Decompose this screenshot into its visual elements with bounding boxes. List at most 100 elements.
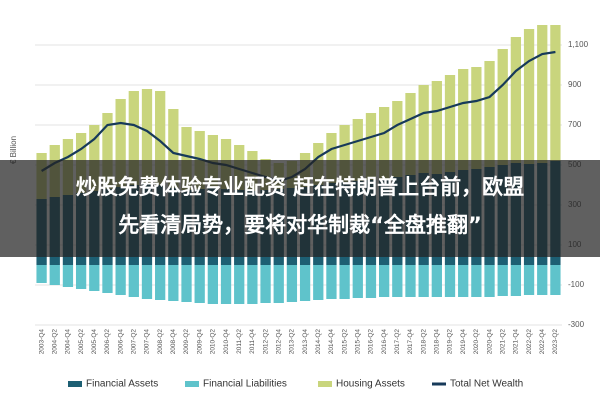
bar <box>431 265 442 297</box>
bar <box>75 265 87 289</box>
bar <box>326 133 337 183</box>
bar <box>181 265 192 302</box>
legend-swatch <box>185 381 199 387</box>
bar <box>326 265 337 299</box>
bar <box>365 113 377 180</box>
x-tick-label: 2011-Q4 <box>249 329 256 354</box>
bar <box>313 265 324 300</box>
y-tick-label: -300 <box>568 320 585 329</box>
bar <box>378 107 390 179</box>
x-tick-label: 2017-Q2 <box>394 329 401 355</box>
x-tick-label: 2022-Q4 <box>539 329 546 355</box>
bar <box>339 125 350 182</box>
x-tick-label: 2016-Q2 <box>368 329 375 355</box>
x-tick-label: 2013-Q4 <box>302 329 309 355</box>
bar <box>352 119 363 181</box>
x-tick-label: 2007-Q4 <box>144 329 151 355</box>
x-tick-label: 2014-Q4 <box>328 329 335 355</box>
bar <box>484 61 495 167</box>
bar <box>155 265 166 300</box>
bar <box>431 81 442 174</box>
bar <box>405 265 416 297</box>
bar <box>352 265 363 298</box>
x-tick-label: 2015-Q4 <box>355 329 362 355</box>
x-tick-label: 2009-Q4 <box>196 329 203 355</box>
bar <box>299 265 311 301</box>
y-tick-label: 1,100 <box>568 40 589 49</box>
legend-swatch <box>318 381 332 387</box>
y-tick-label: 900 <box>568 80 582 89</box>
overlay-text: 炒股免费体验专业配资 赶在特朗普上台前，欧盟 <box>76 175 524 199</box>
x-tick-label: 2011-Q2 <box>236 329 243 354</box>
x-tick-label: 2004-Q2 <box>51 329 58 355</box>
x-tick-label: 2023-Q2 <box>552 329 559 355</box>
bar <box>115 265 126 295</box>
bar <box>392 265 403 297</box>
x-tick-label: 2010-Q4 <box>223 329 230 355</box>
bar <box>49 265 60 285</box>
x-tick-label: 2008-Q4 <box>170 329 177 355</box>
x-tick-label: 2021-Q2 <box>499 329 506 355</box>
x-tick-label: 2014-Q2 <box>315 329 322 355</box>
x-tick-label: 2022-Q2 <box>526 329 533 355</box>
bar <box>510 265 522 296</box>
legend-label: Total Net Wealth <box>450 379 523 390</box>
overlay-banner <box>0 160 600 257</box>
x-tick-label: 2019-Q4 <box>460 329 467 355</box>
bar <box>444 265 456 297</box>
x-tick-label: 2019-Q2 <box>447 329 454 355</box>
bar <box>458 69 469 170</box>
bar <box>418 265 429 297</box>
x-tick-label: 2008-Q2 <box>157 329 164 355</box>
x-tick-label: 2015-Q2 <box>341 329 348 355</box>
bar <box>194 265 205 303</box>
x-tick-label: 2010-Q2 <box>210 329 217 355</box>
bar <box>550 265 561 295</box>
bar <box>155 91 166 185</box>
bar <box>62 265 74 287</box>
x-tick-label: 2006-Q4 <box>117 329 124 355</box>
y-axis-label: € Billion <box>9 136 18 164</box>
x-tick-label: 2013-Q2 <box>289 329 296 355</box>
bar <box>537 25 548 163</box>
x-tick-label: 2005-Q2 <box>78 329 85 355</box>
x-tick-label: 2005-Q4 <box>91 329 98 355</box>
x-tick-label: 2018-Q4 <box>434 329 441 355</box>
x-tick-label: 2007-Q2 <box>131 329 138 355</box>
bar <box>220 265 232 304</box>
bar <box>286 265 298 302</box>
bar <box>471 67 482 169</box>
bar <box>418 85 429 173</box>
bar <box>523 265 535 295</box>
x-tick-label: 2004-Q4 <box>65 329 72 355</box>
x-tick-label: 2021-Q4 <box>513 329 520 355</box>
x-tick-label: 2018-Q2 <box>420 329 427 355</box>
x-tick-label: 2009-Q2 <box>183 329 190 355</box>
bar <box>168 265 179 301</box>
bar <box>550 25 561 161</box>
bar <box>115 99 126 187</box>
bar <box>260 265 271 303</box>
x-tick-label: 2003-Q4 <box>38 329 45 355</box>
bar <box>339 265 350 299</box>
overlay-text: 先看清局势，要将对华制裁“全盘推翻” <box>118 213 482 237</box>
x-tick-label: 2012-Q4 <box>275 329 282 355</box>
bar <box>141 265 153 299</box>
x-tick-label: 2020-Q4 <box>486 329 493 355</box>
bar <box>128 91 139 185</box>
bar <box>168 109 179 188</box>
bar <box>497 265 508 296</box>
legend-swatch <box>68 381 82 387</box>
bar <box>102 113 113 189</box>
bar <box>458 265 469 297</box>
bar <box>537 265 548 295</box>
bar <box>234 265 245 304</box>
bar <box>471 265 482 297</box>
x-tick-label: 2012-Q2 <box>262 329 269 355</box>
bar <box>273 265 284 303</box>
bar <box>102 265 113 293</box>
legend-label: Financial Liabilities <box>203 379 287 390</box>
bar <box>484 265 495 297</box>
x-tick-label: 2006-Q2 <box>104 329 111 355</box>
